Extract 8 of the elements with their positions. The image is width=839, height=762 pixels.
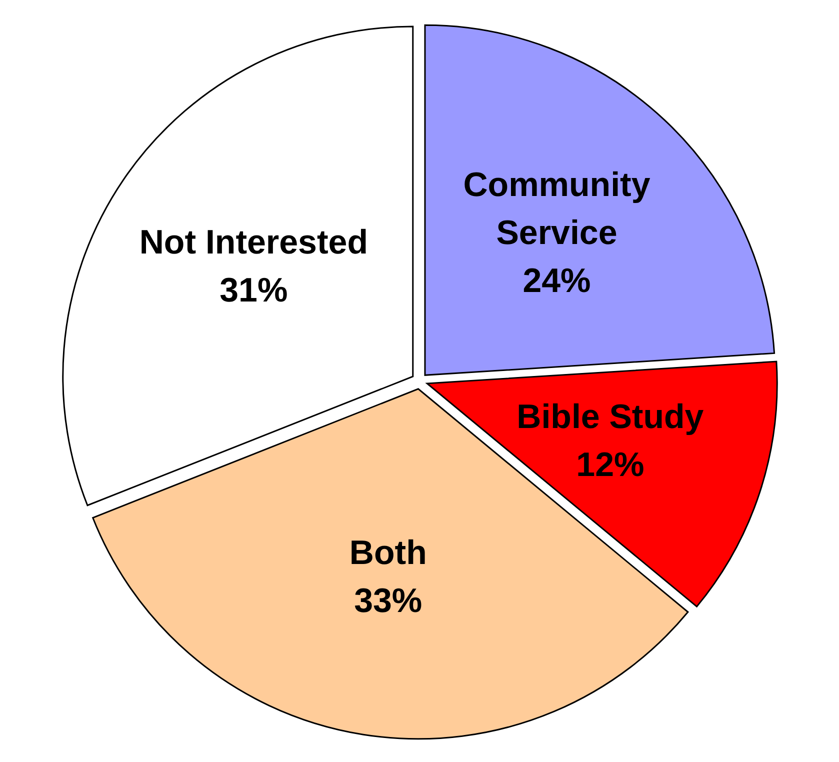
- data-label: 24%: [522, 262, 591, 300]
- data-label: 31%: [220, 271, 288, 310]
- data-label: 33%: [354, 582, 422, 620]
- slice-label: Bible Study: [516, 398, 704, 436]
- data-label: 12%: [576, 446, 644, 484]
- slice-label: Not Interested: [139, 223, 368, 262]
- slice-label: Community Service: [463, 166, 650, 252]
- slice-label: Both: [349, 534, 427, 572]
